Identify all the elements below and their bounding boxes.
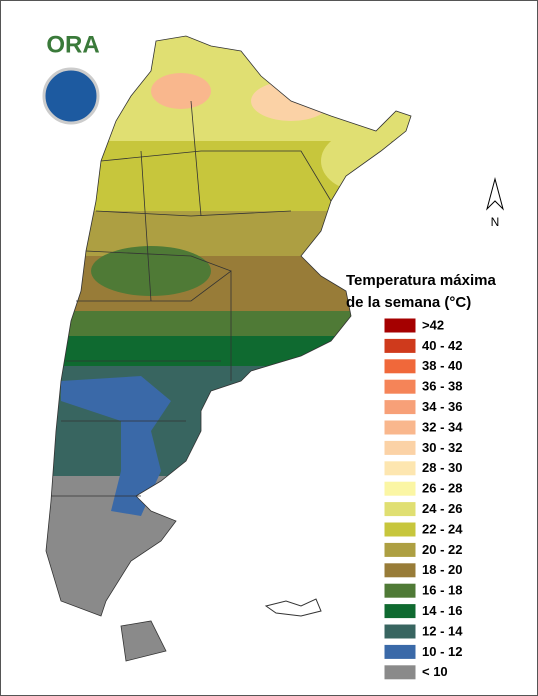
legend-swatch: [383, 521, 417, 538]
logo: ORA: [42, 31, 100, 125]
legend-label: >42: [422, 317, 444, 332]
legend-label: 40 - 42: [422, 338, 462, 353]
province-borders: [45, 35, 412, 617]
legend-swatch: [383, 460, 417, 477]
legend-swatch: [383, 439, 417, 456]
tierra-del-fuego: [120, 620, 167, 662]
legend-label: 24 - 26: [422, 501, 462, 516]
legend-swatch: [383, 643, 417, 660]
legend-label: 10 - 12: [422, 644, 462, 659]
legend-swatch: [383, 419, 417, 436]
legend-label: 22 - 24: [422, 521, 463, 536]
legend-title: Temperatura máxima: [346, 272, 496, 289]
legend-label: 14 - 16: [422, 603, 462, 618]
legend-swatch: [383, 337, 417, 354]
legend-label: 26 - 28: [422, 481, 462, 496]
legend-label: 38 - 40: [422, 358, 462, 373]
malvinas: [264, 598, 322, 617]
legend: >42 40 - 42 38 - 40 36 - 38 34 - 36 32 - 34 30…: [383, 317, 463, 681]
legend-swatch: [383, 317, 417, 334]
legend-swatch: [383, 399, 417, 416]
legend-label: 28 - 30: [422, 460, 462, 475]
north-label: N: [491, 215, 500, 229]
legend-label: < 10: [422, 664, 448, 679]
legend-swatch: [383, 501, 417, 518]
legend-swatch: [383, 562, 417, 579]
legend-swatch: [383, 358, 417, 375]
legend-swatch: [383, 603, 417, 620]
legend-label: 36 - 38: [422, 379, 462, 394]
legend-label: 12 - 14: [422, 623, 463, 638]
legend-swatch: [383, 480, 417, 497]
legend-label: 32 - 34: [422, 419, 463, 434]
legend-swatch: [383, 623, 417, 640]
legend-label: 16 - 18: [422, 583, 462, 598]
logo-text: ORA: [46, 31, 99, 58]
legend-title: de la semana (°C): [346, 294, 471, 311]
legend-swatch: [383, 541, 417, 558]
legend-label: 30 - 32: [422, 440, 462, 455]
legend-swatch: [383, 378, 417, 395]
north-arrow: N: [486, 177, 504, 229]
legend-label: 18 - 20: [422, 562, 462, 577]
legend-label: 34 - 36: [422, 399, 462, 414]
legend-swatch: [383, 582, 417, 599]
legend-swatch: [383, 664, 417, 681]
legend-label: 20 - 22: [422, 542, 462, 557]
